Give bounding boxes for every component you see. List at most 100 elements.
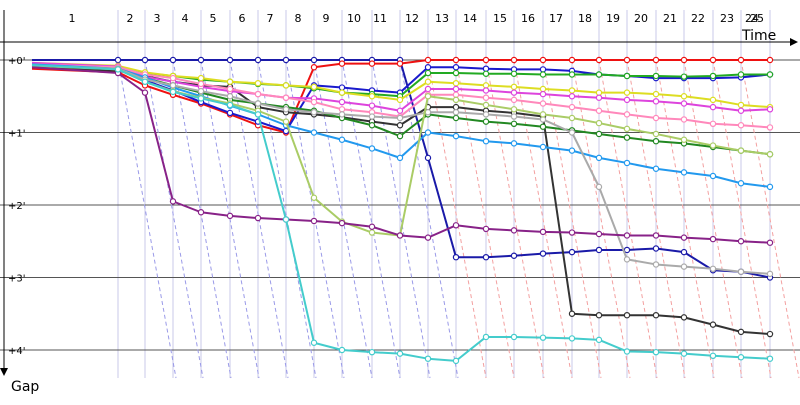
data-point: [197, 74, 205, 82]
lap-connector: [485, 59, 545, 379]
data-point: [539, 143, 547, 151]
lap-number-label: 9: [323, 12, 330, 25]
data-point: [766, 106, 774, 113]
data-point: [482, 101, 490, 109]
data-point: [368, 145, 376, 152]
data-point: [310, 64, 318, 71]
lap-number-label: 7: [267, 12, 274, 25]
data-point: [452, 222, 460, 229]
data-point: [539, 111, 547, 118]
data-point: [254, 79, 262, 87]
data-point: [652, 165, 660, 172]
data-point: [539, 116, 547, 123]
data-point: [197, 80, 205, 88]
data-point: [452, 114, 460, 122]
data-point: [510, 56, 518, 64]
data-point: [595, 130, 603, 138]
data-point: [169, 82, 177, 89]
data-point: [482, 118, 490, 125]
data-point: [368, 348, 376, 356]
data-point: [338, 106, 346, 113]
data-point: [141, 78, 149, 85]
data-point: [226, 78, 234, 85]
data-point: [452, 64, 460, 71]
data-point: [424, 234, 432, 241]
data-point: [169, 88, 177, 96]
data-point: [737, 56, 745, 64]
gap-tick-label: +0': [8, 56, 26, 67]
data-point: [595, 154, 603, 162]
data-point: [680, 169, 688, 176]
data-point: [652, 72, 660, 80]
lap-connector: [399, 59, 459, 379]
data-point: [680, 136, 688, 143]
data-point: [539, 228, 547, 236]
data-point: [766, 56, 774, 64]
data-point: [709, 103, 717, 111]
lap-number-label: 23: [720, 12, 734, 25]
data-point: [424, 56, 432, 64]
data-point: [510, 70, 518, 77]
data-point: [510, 83, 518, 91]
lap-number-label: 4: [182, 12, 189, 25]
lap-number-label: 11: [373, 12, 387, 25]
lap-number-label: 2: [127, 12, 134, 25]
data-point: [568, 87, 576, 94]
data-point: [114, 66, 122, 73]
data-point: [338, 98, 346, 106]
data-point: [623, 111, 631, 118]
data-point: [766, 71, 774, 78]
data-point: [709, 142, 717, 149]
data-point: [254, 111, 262, 118]
data-point: [282, 216, 290, 223]
data-point: [652, 114, 660, 122]
data-point: [652, 90, 660, 98]
data-point: [368, 60, 376, 67]
data-point: [282, 106, 290, 113]
data-point: [338, 219, 346, 227]
lap-number-label: 21: [663, 12, 677, 25]
data-point: [709, 56, 717, 64]
lap-number-label: 1: [69, 12, 76, 25]
lap-connector: [598, 59, 658, 379]
data-point: [510, 113, 518, 120]
data-point: [680, 116, 688, 123]
data-point: [568, 71, 576, 78]
data-point: [368, 229, 376, 236]
data-point: [623, 159, 631, 167]
lap-number-label: 6: [239, 12, 246, 25]
data-point: [680, 93, 688, 100]
data-point: [568, 335, 576, 342]
data-point: [709, 172, 717, 180]
lap-number-label: 12: [405, 12, 419, 25]
data-point: [737, 101, 745, 109]
lap-number-label: 22: [691, 12, 705, 25]
data-point: [368, 223, 376, 230]
data-point: [709, 235, 717, 243]
data-point: [623, 56, 631, 64]
data-point: [310, 194, 318, 201]
data-point: [766, 330, 774, 338]
data-point: [310, 98, 318, 106]
data-point: [197, 209, 205, 216]
data-point: [226, 212, 234, 220]
data-point: [568, 248, 576, 256]
data-point: [680, 263, 688, 270]
lap-connector: [172, 59, 232, 379]
data-point: [310, 83, 318, 91]
data-point: [452, 108, 460, 116]
data-point: [482, 82, 490, 89]
lap-connector: [427, 59, 487, 379]
data-point: [396, 132, 404, 140]
data-point: [452, 103, 460, 111]
data-point: [568, 310, 576, 317]
data-point: [680, 100, 688, 107]
data-point: [368, 93, 376, 100]
data-point: [568, 56, 576, 64]
data-point: [482, 225, 490, 233]
data-point: [424, 78, 432, 85]
data-point: [623, 312, 631, 319]
series-line: [31, 66, 771, 336]
x-axis-title: Time: [741, 28, 776, 44]
data-point: [424, 85, 432, 93]
